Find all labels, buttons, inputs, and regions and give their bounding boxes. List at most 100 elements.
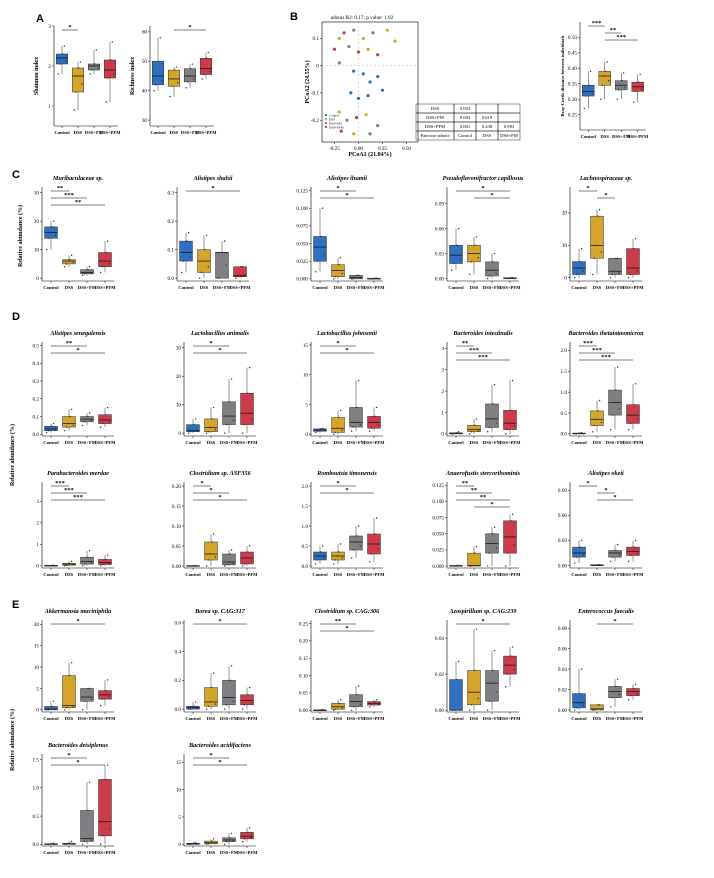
significance-label: *** — [64, 192, 74, 199]
data-point — [332, 709, 335, 711]
data-point — [63, 709, 66, 711]
x-tick-label: Control — [571, 285, 587, 290]
data-point — [85, 837, 87, 840]
data-point — [101, 422, 104, 425]
data-point — [250, 560, 253, 562]
data-point — [90, 419, 93, 422]
chart-lactobacillus_animalis: Lactobacillus animalis 0 10 20 30 Control DSS D… — [176, 330, 258, 445]
data-point — [205, 708, 208, 710]
data-point — [356, 274, 358, 277]
pcoa-point — [368, 80, 372, 84]
y-tick-label: 0.25 — [568, 112, 577, 118]
data-point — [510, 520, 512, 522]
data-point — [492, 669, 494, 672]
pcoa-y-tick-label: 0.1 — [313, 36, 320, 42]
data-point — [486, 277, 489, 280]
adonis-table-cell — [475, 103, 499, 114]
data-point — [241, 266, 244, 268]
data-point — [245, 412, 247, 414]
data-point — [52, 700, 55, 703]
significance-label: ** — [462, 480, 469, 487]
data-point — [88, 550, 91, 552]
data-point — [472, 252, 474, 255]
chart-enterococcus: Enterococcus faecalis 0.00 0.02 0.04 0.06 0.0… — [558, 608, 644, 721]
y-tick-label: 0.4 — [33, 361, 40, 367]
box-dss-fm — [222, 680, 236, 706]
significance-label: *** — [592, 347, 602, 354]
adonis-table-text: DSS+FM — [500, 133, 518, 138]
data-point — [229, 401, 231, 403]
box-dss — [590, 215, 604, 259]
data-point — [321, 427, 324, 429]
significance-label: * — [211, 185, 214, 192]
chart-alistipes_okeii: Alistipes okeii 0.00 0.03 0.06 0.09 Control DS… — [558, 470, 644, 577]
data-point — [454, 432, 456, 435]
pcoa-point — [376, 74, 380, 79]
pcoa-point — [352, 28, 356, 32]
adonis-table-text: 0.001 — [460, 124, 471, 129]
data-point — [598, 208, 601, 211]
y-tick-label: 20 — [562, 211, 568, 217]
data-point — [193, 842, 195, 844]
significance-label: * — [336, 340, 339, 347]
data-point — [495, 547, 498, 549]
data-point — [601, 84, 604, 86]
data-point — [597, 215, 599, 217]
box-dss-pfm — [626, 688, 640, 696]
data-point — [511, 379, 514, 382]
data-point — [452, 565, 455, 567]
y-tick-label: 1.5 — [302, 504, 309, 510]
x-tick-label: DSS — [207, 716, 216, 721]
data-point — [81, 565, 84, 567]
data-point — [506, 277, 509, 280]
data-point — [105, 689, 107, 692]
data-point — [457, 431, 460, 433]
data-point — [488, 275, 491, 277]
chart-title: Enterococcus faecalis — [577, 608, 634, 615]
data-point — [633, 546, 635, 548]
data-point — [474, 669, 476, 672]
x-tick-label: DSS+PFM — [95, 716, 117, 721]
box-dss-fm — [349, 535, 363, 551]
box-dss-pfm — [240, 832, 254, 840]
data-point — [575, 273, 578, 276]
data-point — [636, 552, 639, 555]
data-point — [205, 432, 208, 434]
data-point — [633, 247, 635, 250]
data-point — [51, 843, 53, 845]
data-point — [159, 37, 162, 39]
data-point — [223, 708, 226, 710]
y-tick-label: 1.5 — [33, 757, 40, 763]
data-point — [111, 41, 114, 43]
data-point — [190, 67, 192, 70]
row-e-ylabel: Relative abundance (%) — [9, 709, 16, 771]
data-point — [243, 275, 246, 277]
data-point — [85, 560, 87, 563]
data-point — [375, 699, 378, 701]
data-point — [180, 271, 183, 274]
data-point — [47, 237, 50, 239]
data-point — [633, 687, 635, 690]
data-point — [196, 843, 199, 845]
data-point — [504, 686, 507, 688]
significance-label: ** — [57, 185, 64, 192]
y-tick-label: 0.1 — [168, 247, 175, 253]
data-point — [227, 696, 229, 699]
pcoa-point — [376, 124, 380, 128]
data-point — [49, 708, 51, 710]
data-point — [207, 266, 210, 268]
data-point — [65, 843, 68, 846]
adonis-table-text: 0.438 — [482, 124, 493, 129]
data-point — [633, 403, 635, 406]
y-tick-label: 0.100 — [432, 499, 444, 505]
data-point — [504, 277, 507, 280]
x-tick-label: DSS+FM — [220, 572, 239, 577]
y-tick-label: 0.02 — [558, 687, 567, 693]
data-point — [202, 260, 204, 262]
data-point — [63, 45, 66, 47]
data-point — [589, 70, 592, 73]
pcoa-legend-label: DSS+FM — [329, 122, 342, 126]
y-tick-label: 40 — [142, 89, 148, 95]
pcoa-y-tick-label: -0.2 — [311, 118, 320, 124]
